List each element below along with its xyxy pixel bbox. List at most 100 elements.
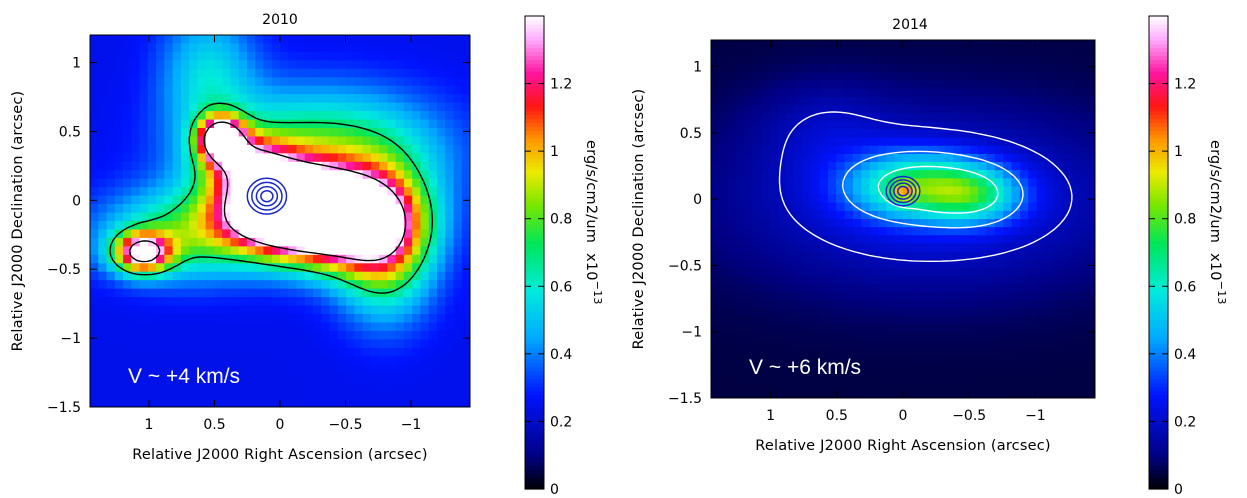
- x-tick-label: 1: [145, 417, 154, 433]
- map-pixel: [98, 305, 108, 315]
- map-pixel: [869, 170, 879, 179]
- map-pixel: [123, 398, 132, 407]
- map-pixel: [180, 356, 190, 366]
- map-pixel: [370, 390, 380, 400]
- map-pixel: [263, 119, 273, 129]
- map-pixel: [777, 292, 787, 301]
- map-pixel: [1053, 259, 1063, 269]
- map-pixel: [445, 128, 455, 138]
- map-pixel: [238, 51, 248, 61]
- map-pixel: [403, 85, 413, 95]
- map-pixel: [928, 105, 937, 114]
- map-pixel: [370, 68, 380, 78]
- map-pixel: [123, 85, 132, 95]
- map-pixel: [106, 60, 116, 70]
- map-pixel: [836, 56, 846, 66]
- map-pixel: [354, 144, 364, 154]
- map-pixel: [936, 389, 946, 398]
- map-pixel: [1078, 170, 1088, 179]
- map-pixel: [802, 292, 812, 301]
- map-pixel: [711, 64, 720, 74]
- map-pixel: [1028, 178, 1038, 188]
- map-pixel: [969, 80, 979, 90]
- colorbar-step: [1149, 161, 1168, 167]
- map-pixel: [1078, 186, 1088, 196]
- map-pixel: [1028, 105, 1038, 114]
- map-pixel: [197, 51, 207, 61]
- map-pixel: [1078, 373, 1088, 383]
- map-pixel: [271, 153, 281, 163]
- map-pixel: [205, 35, 215, 45]
- map-pixel: [131, 195, 141, 205]
- map-pixel: [978, 72, 988, 82]
- map-pixel: [164, 119, 174, 129]
- map-pixel: [428, 314, 438, 324]
- map-pixel: [769, 316, 779, 326]
- colorbar-step: [1149, 197, 1168, 202]
- map-pixel: [403, 339, 413, 349]
- map-pixel: [395, 314, 405, 324]
- map-pixel: [98, 339, 108, 349]
- map-pixel: [978, 389, 988, 398]
- map-pixel: [861, 162, 871, 171]
- map-pixel: [246, 77, 256, 87]
- map-pixel: [90, 339, 99, 349]
- map-pixel: [719, 275, 729, 285]
- map-pixel: [1069, 316, 1079, 326]
- map-pixel: [189, 60, 198, 70]
- colorbar-step: [525, 457, 544, 463]
- map-pixel: [869, 72, 879, 82]
- map-pixel: [238, 136, 248, 146]
- map-pixel: [362, 178, 372, 188]
- map-pixel: [296, 119, 306, 129]
- map-pixel: [786, 389, 796, 398]
- map-pixel: [189, 288, 198, 298]
- map-pixel: [736, 316, 745, 326]
- map-pixel: [986, 357, 996, 367]
- map-pixel: [836, 194, 846, 204]
- map-pixel: [761, 105, 771, 114]
- map-pixel: [329, 237, 339, 247]
- map-pixel: [222, 390, 232, 400]
- map-pixel: [164, 102, 174, 112]
- colorbar-step: [525, 323, 544, 328]
- map-pixel: [180, 94, 190, 104]
- map-pixel: [969, 170, 979, 179]
- map-pixel: [280, 364, 289, 374]
- map-pixel: [387, 102, 397, 112]
- map-pixel: [180, 136, 190, 146]
- colorbar-step: [1149, 189, 1168, 194]
- map-pixel: [769, 381, 779, 391]
- map-pixel: [436, 237, 446, 247]
- map-pixel: [819, 251, 829, 261]
- map-pixel: [379, 339, 388, 349]
- map-pixel: [1036, 349, 1046, 358]
- map-pixel: [403, 77, 413, 87]
- map-pixel: [131, 102, 141, 112]
- map-pixel: [861, 88, 871, 98]
- map-pixel: [994, 153, 1004, 163]
- map-pixel: [819, 219, 829, 228]
- map-pixel: [147, 229, 157, 239]
- map-pixel: [811, 349, 821, 358]
- map-pixel: [197, 212, 207, 222]
- map-pixel: [445, 364, 455, 374]
- map-pixel: [180, 77, 190, 87]
- map-pixel: [164, 271, 174, 281]
- map-pixel: [928, 113, 937, 122]
- map-pixel: [903, 324, 912, 334]
- map-pixel: [172, 35, 182, 45]
- map-pixel: [428, 51, 438, 61]
- map-pixel: [752, 113, 762, 122]
- map-pixel: [944, 365, 954, 375]
- map-pixel: [370, 51, 380, 61]
- map-pixel: [978, 219, 988, 228]
- map-pixel: [861, 341, 871, 350]
- map-pixel: [1086, 292, 1095, 301]
- map-pixel: [436, 119, 446, 129]
- map-pixel: [1044, 316, 1054, 326]
- map-pixel: [819, 105, 829, 114]
- map-pixel: [761, 243, 771, 253]
- map-pixel: [246, 398, 256, 407]
- map-pixel: [844, 341, 854, 350]
